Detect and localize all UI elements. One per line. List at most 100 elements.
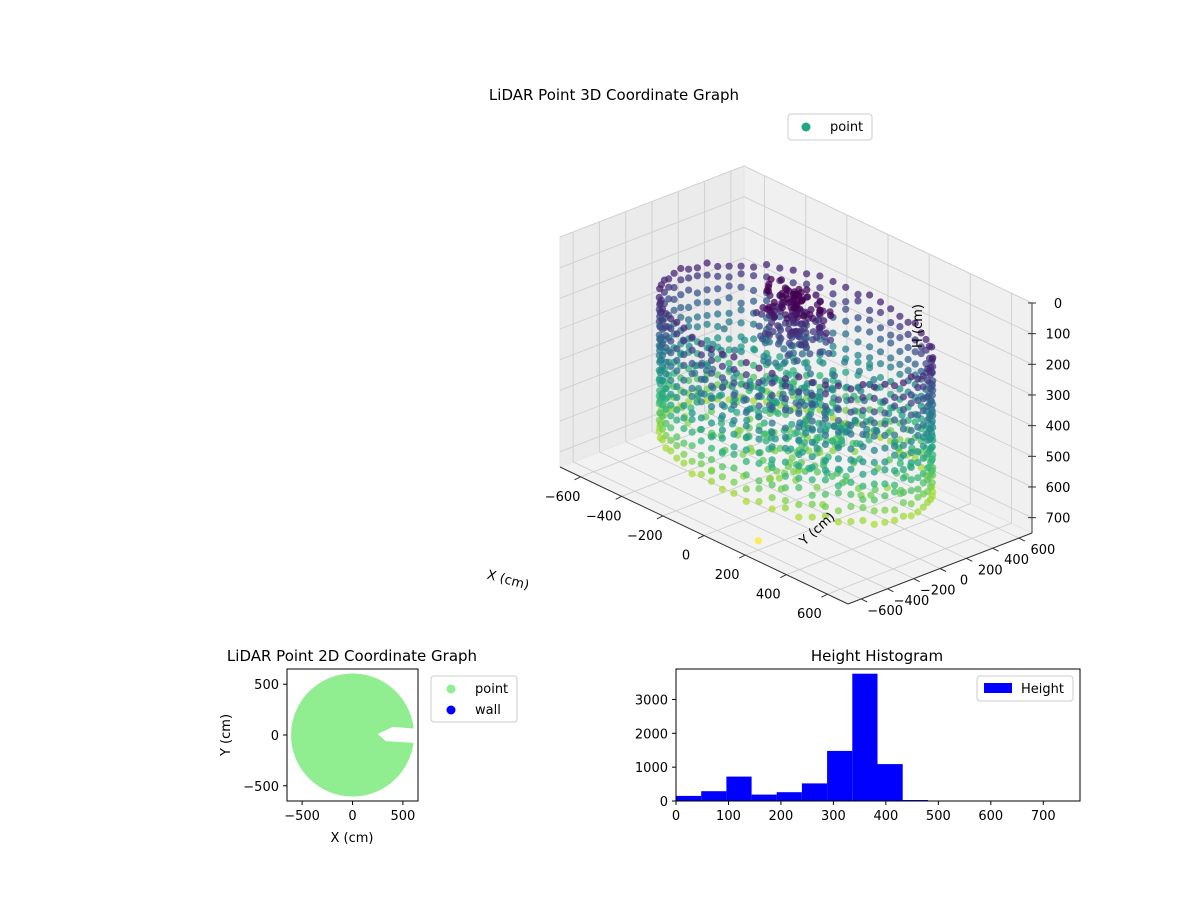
x-tick-label: 200 — [769, 809, 794, 824]
data-point — [847, 396, 855, 404]
data-point — [680, 402, 688, 410]
data-point — [742, 497, 750, 505]
y-tick — [966, 557, 973, 562]
data-point — [788, 420, 796, 428]
data-point — [761, 406, 769, 414]
data-point — [907, 476, 915, 484]
data-point — [847, 518, 855, 526]
data-point — [758, 335, 767, 343]
data-point — [680, 376, 688, 384]
data-point — [673, 383, 681, 391]
data-point — [673, 345, 681, 353]
data-point — [781, 484, 790, 492]
data-point — [655, 293, 663, 301]
data-point — [774, 340, 783, 348]
data-point — [847, 478, 855, 486]
data-point — [854, 297, 862, 305]
data-point — [927, 385, 935, 393]
data-point — [670, 284, 678, 292]
data-point — [825, 349, 833, 358]
data-point — [870, 496, 878, 504]
data-point — [755, 485, 763, 493]
data-point — [876, 335, 885, 343]
data-point — [798, 341, 806, 349]
x-tick-label: −500 — [284, 809, 320, 824]
data-point — [911, 360, 919, 368]
chart-2d-legend: point wall — [430, 675, 518, 723]
chart-3d-zlabel: H (cm) — [911, 304, 926, 348]
data-point — [821, 466, 830, 474]
data-point — [854, 351, 862, 359]
data-point — [795, 373, 803, 381]
data-point — [725, 346, 733, 354]
data-point — [667, 315, 675, 323]
histogram-bar — [701, 791, 727, 801]
data-point — [887, 339, 895, 347]
data-point — [670, 269, 678, 277]
data-point — [808, 379, 816, 387]
data-point — [742, 396, 750, 404]
data-point — [795, 291, 803, 300]
data-point — [907, 459, 915, 467]
data-point — [927, 458, 935, 467]
data-point — [919, 490, 927, 498]
histogram-bar — [676, 795, 702, 801]
data-point — [881, 420, 889, 428]
y-tick-label: 1000 — [635, 761, 668, 776]
data-point — [790, 378, 798, 386]
data-point — [750, 297, 758, 305]
data-point — [859, 407, 867, 415]
data-point — [790, 468, 798, 476]
data-point — [834, 482, 843, 490]
data-point — [866, 316, 874, 324]
data-point — [730, 391, 738, 399]
point-cloud — [291, 673, 414, 797]
data-point — [803, 270, 811, 278]
data-point — [801, 417, 810, 425]
data-point — [881, 518, 889, 526]
legend-marker-wall — [446, 705, 456, 715]
grid-line-z — [559, 318, 1033, 457]
data-point — [870, 446, 878, 454]
x-tick-label: −600 — [545, 490, 581, 505]
data-point — [673, 406, 681, 414]
data-point — [742, 359, 750, 367]
data-point — [718, 362, 727, 370]
data-point — [688, 470, 696, 478]
data-point — [781, 444, 790, 452]
data-point — [802, 329, 810, 337]
data-point — [743, 416, 751, 424]
data-point — [742, 371, 750, 379]
y-tick-label: 3000 — [635, 693, 668, 708]
data-point — [854, 314, 862, 322]
data-point — [854, 358, 862, 366]
data-point — [821, 476, 830, 484]
data-point — [847, 385, 855, 393]
data-point — [917, 329, 925, 337]
data-point — [881, 444, 889, 452]
data-point — [703, 320, 711, 328]
grid-line-y — [572, 461, 862, 600]
data-point — [842, 305, 850, 313]
data-point — [924, 464, 932, 472]
data-point — [778, 293, 786, 301]
data-point — [718, 473, 727, 481]
data-point — [876, 373, 885, 382]
data-point — [828, 385, 837, 393]
data-point — [859, 381, 867, 389]
x-tick — [656, 515, 664, 520]
data-point — [821, 512, 830, 520]
data-point — [755, 392, 763, 400]
data-point — [755, 477, 763, 485]
data-point — [703, 259, 711, 267]
data-point — [859, 458, 867, 466]
x-tick — [738, 554, 746, 559]
data-point — [775, 474, 784, 482]
data-point — [876, 348, 885, 356]
data-point — [718, 412, 727, 420]
z-tick-label: 600 — [1046, 481, 1071, 496]
data-point — [771, 435, 779, 443]
data-point — [847, 430, 855, 438]
y-tick — [913, 578, 920, 583]
data-point — [697, 425, 705, 433]
